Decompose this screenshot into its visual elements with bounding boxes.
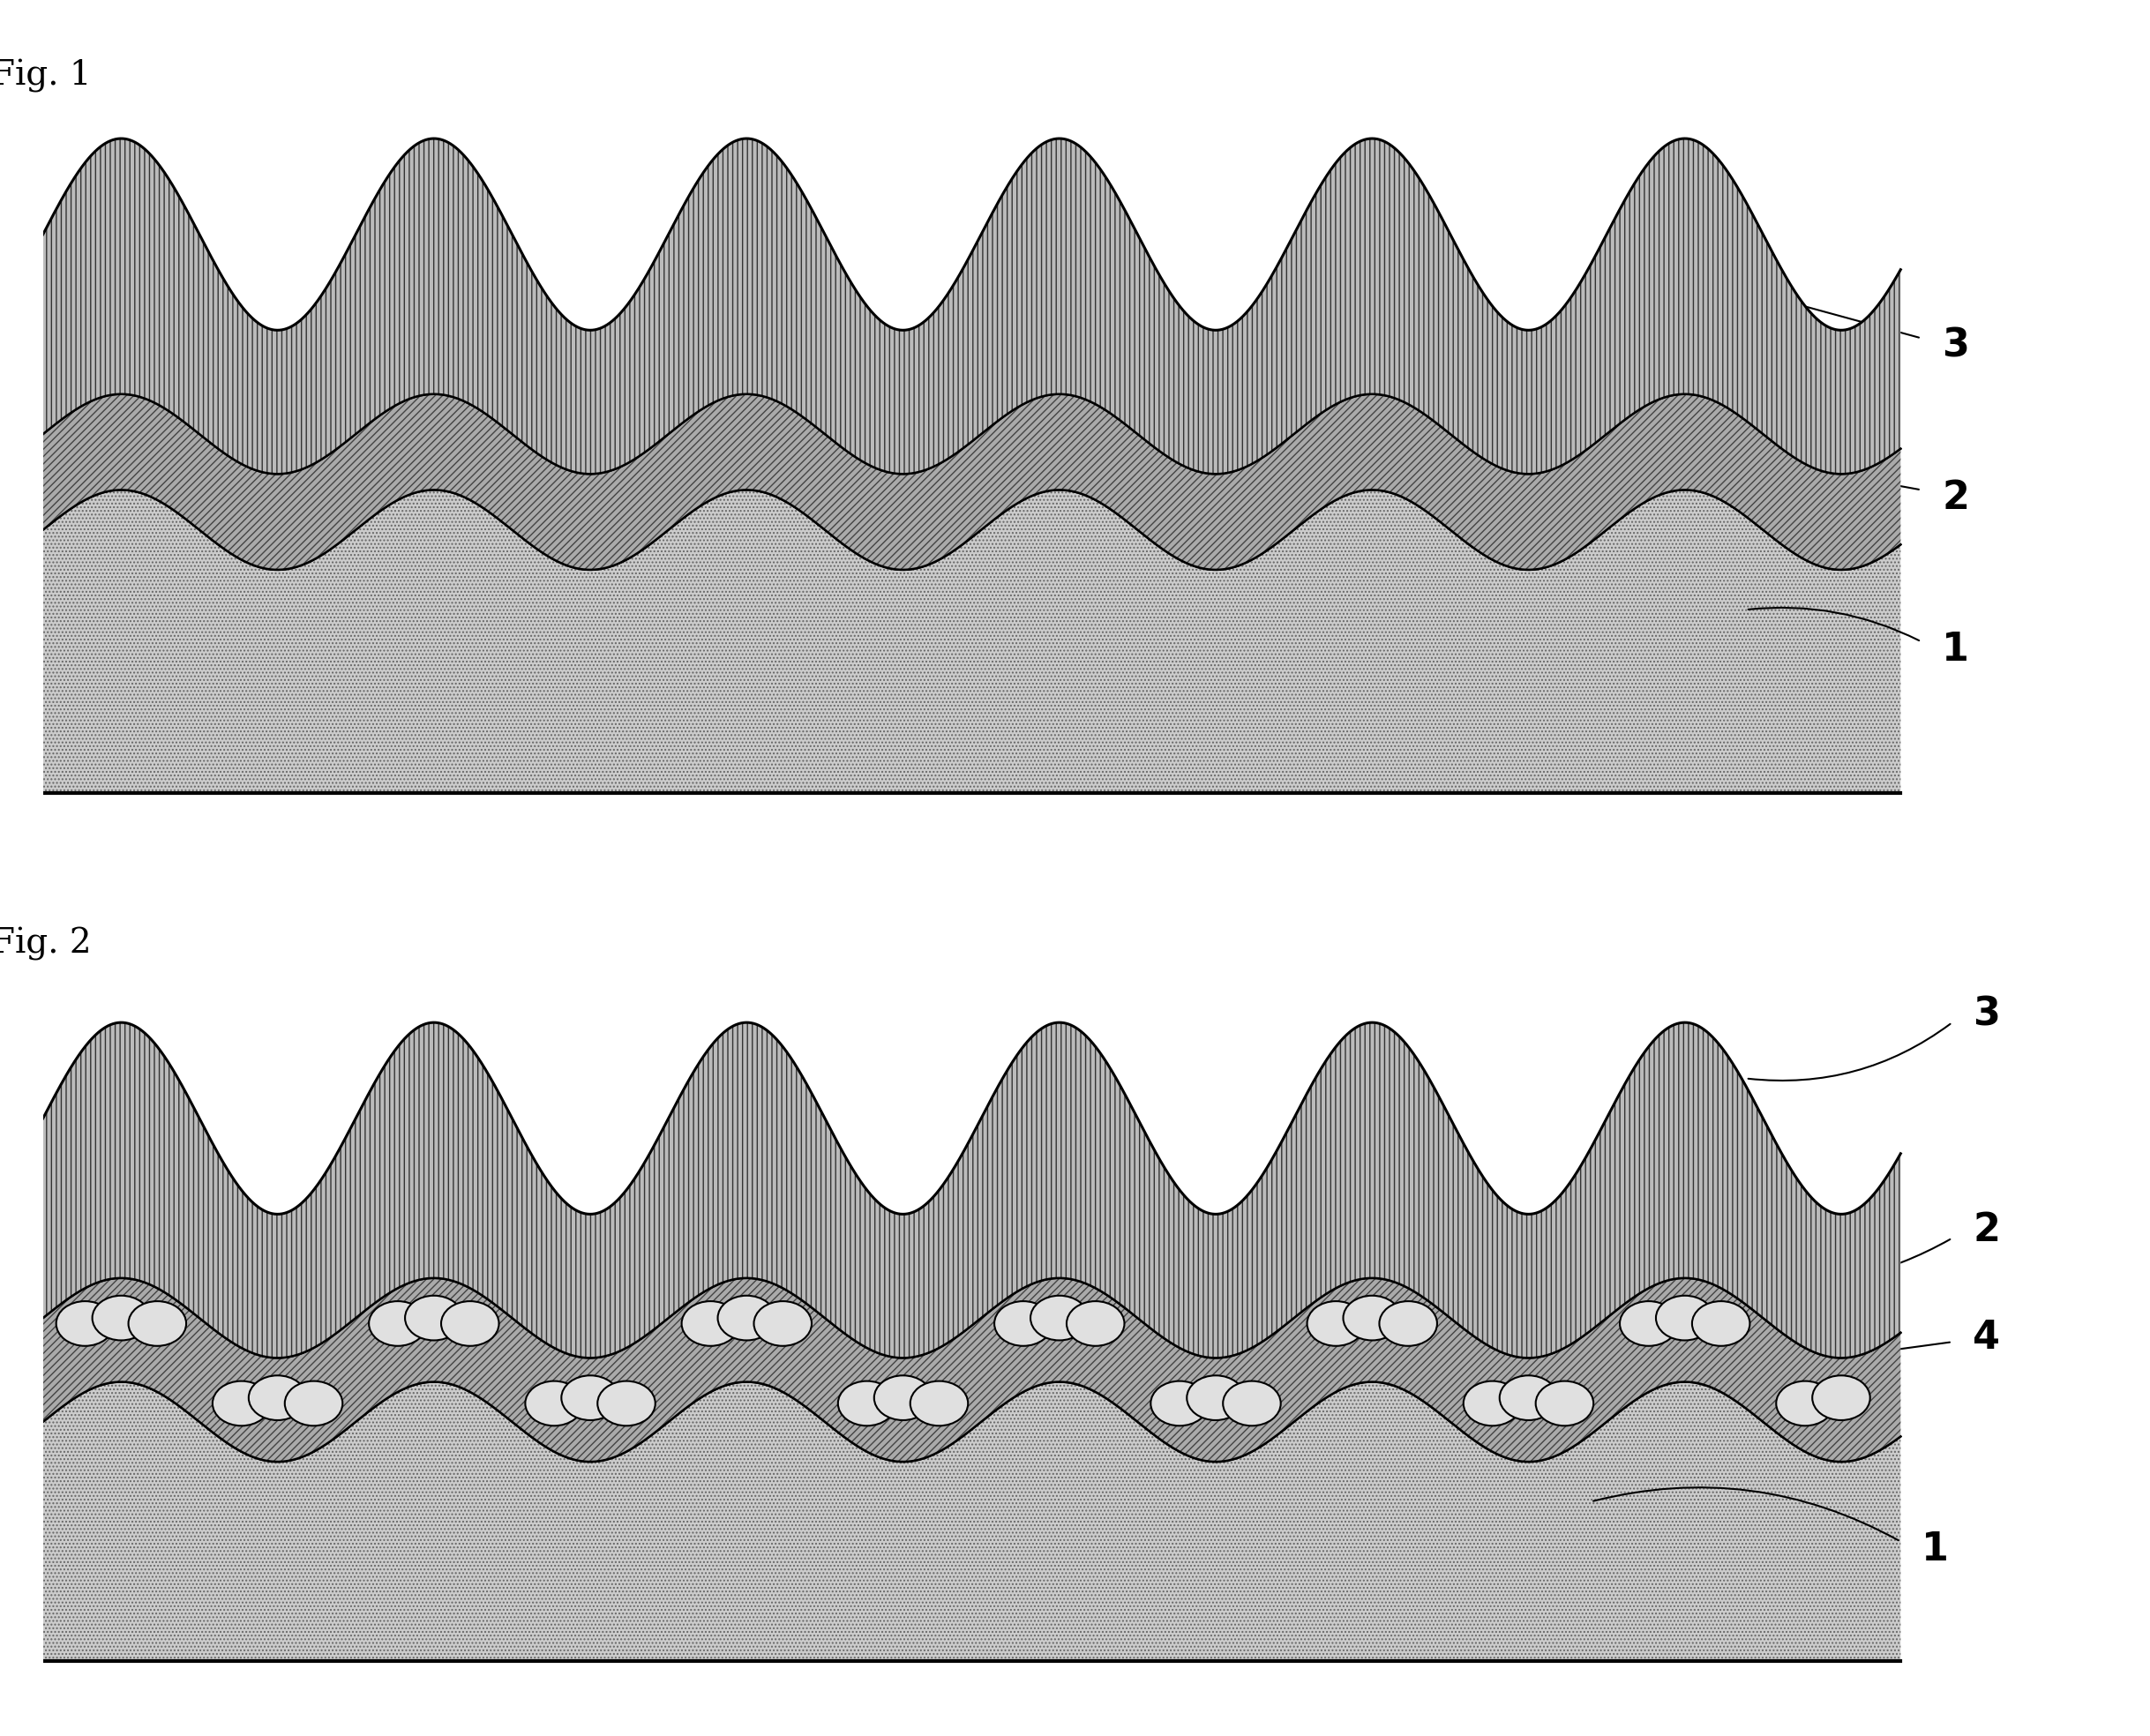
Circle shape [1535, 1382, 1593, 1425]
Text: 1: 1 [1941, 630, 1969, 668]
Text: 3: 3 [1974, 995, 2000, 1033]
Circle shape [1619, 1302, 1677, 1345]
Circle shape [1656, 1295, 1714, 1340]
Text: 3: 3 [1941, 326, 1969, 365]
Circle shape [1380, 1302, 1436, 1345]
Circle shape [56, 1302, 114, 1345]
Circle shape [404, 1295, 462, 1340]
Circle shape [1812, 1375, 1870, 1420]
Circle shape [1223, 1382, 1281, 1425]
Circle shape [1776, 1382, 1834, 1425]
Circle shape [129, 1302, 187, 1345]
Circle shape [92, 1295, 151, 1340]
Circle shape [525, 1382, 583, 1425]
Circle shape [1187, 1375, 1245, 1420]
Text: 4: 4 [1974, 1319, 2000, 1358]
Circle shape [1307, 1302, 1365, 1345]
Circle shape [718, 1295, 776, 1340]
Circle shape [1499, 1375, 1557, 1420]
Circle shape [1344, 1295, 1402, 1340]
Circle shape [249, 1375, 307, 1420]
Text: Fig. 2: Fig. 2 [0, 927, 92, 960]
Text: 2: 2 [1974, 1212, 2000, 1250]
Circle shape [441, 1302, 499, 1345]
Circle shape [993, 1302, 1051, 1345]
Circle shape [682, 1302, 740, 1345]
Circle shape [598, 1382, 656, 1425]
Circle shape [213, 1382, 271, 1425]
Circle shape [284, 1382, 342, 1425]
Circle shape [1066, 1302, 1124, 1345]
Circle shape [1464, 1382, 1522, 1425]
Circle shape [561, 1375, 619, 1420]
Circle shape [1150, 1382, 1208, 1425]
Circle shape [875, 1375, 931, 1420]
Circle shape [838, 1382, 897, 1425]
Text: Fig. 1: Fig. 1 [0, 59, 92, 92]
Circle shape [1030, 1295, 1088, 1340]
Text: 2: 2 [1941, 479, 1969, 517]
Text: 1: 1 [1922, 1531, 1948, 1569]
Circle shape [1692, 1302, 1750, 1345]
Circle shape [755, 1302, 813, 1345]
Circle shape [909, 1382, 967, 1425]
Circle shape [370, 1302, 426, 1345]
